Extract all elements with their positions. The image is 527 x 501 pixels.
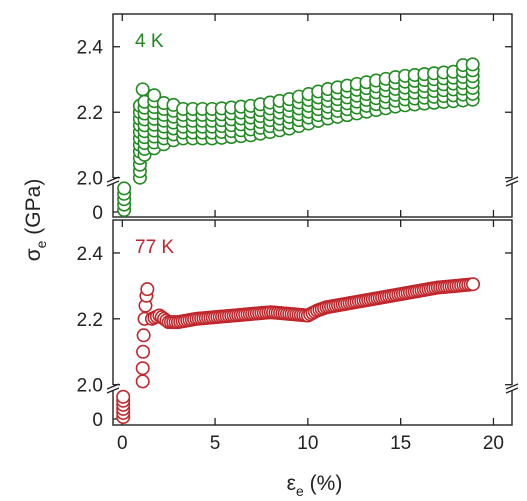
axis-break-mark	[505, 383, 519, 390]
axis-break-gap	[107, 385, 119, 391]
panel-4k: 2.0 2.2 2.4 0 4 K	[77, 13, 519, 224]
data-point-loading	[140, 282, 155, 297]
x-tick-label: 20	[483, 433, 504, 454]
x-tick-label: 15	[390, 433, 411, 454]
data-point-loading	[135, 374, 150, 389]
y-tick-label: 2.0	[77, 376, 103, 397]
y-tick-label: 2.0	[77, 169, 103, 190]
data-point-initial	[117, 181, 132, 196]
panel-77k: 2.0 2.2 2.4 0 77 K 0 5 10 15 20 εe (%)	[77, 219, 519, 499]
y-axis-title: σe (GPa)	[22, 179, 49, 262]
panel-label: 4 K	[135, 31, 164, 52]
plot-frame	[112, 219, 513, 426]
panel-label: 77 K	[135, 237, 174, 258]
data-point-initial	[116, 389, 131, 404]
y-tick-label: 0	[92, 410, 103, 431]
y-tick-label: 2.4	[77, 244, 104, 265]
y-tick-label: 0	[92, 203, 103, 224]
plot-frame	[112, 13, 513, 218]
axis-break-mark	[106, 180, 120, 187]
data-point-loading	[136, 328, 151, 343]
x-tick-label: 5	[210, 433, 221, 454]
shared-labels: σe (GPa)	[22, 179, 49, 262]
axis-break-mark	[505, 180, 519, 187]
data-point-flow	[466, 277, 481, 292]
axis-break-mark	[106, 387, 120, 394]
data-point-serration	[147, 88, 162, 103]
data-point-serration	[465, 57, 480, 72]
data-point-loading	[136, 344, 151, 359]
y-tick-label: 2.2	[77, 310, 103, 331]
data-point-loading	[135, 82, 150, 97]
axis-break-gap	[506, 385, 518, 391]
data-point-loading	[135, 361, 150, 376]
axis-break-mark	[505, 176, 519, 183]
axis-break-gap	[107, 178, 119, 184]
axis-break-mark	[505, 387, 519, 394]
x-tick-label: 0	[117, 433, 128, 454]
axis-break-gap	[506, 178, 518, 184]
y-tick-label: 2.4	[77, 38, 104, 59]
y-tick-label: 2.2	[77, 103, 103, 124]
x-tick-label: 10	[297, 433, 318, 454]
x-axis-title: εe (%)	[287, 472, 343, 499]
